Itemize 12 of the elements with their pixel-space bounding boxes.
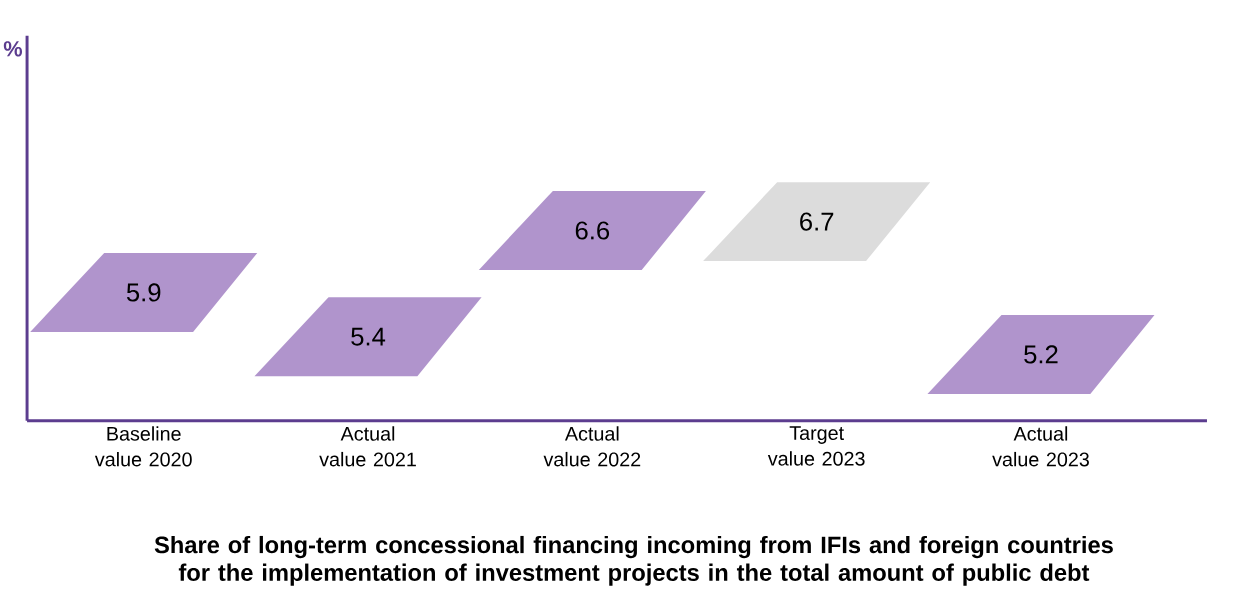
- category-label: Target value 2023: [767, 426, 865, 466]
- data-label: 6.7: [800, 212, 834, 231]
- category-label: Baseline value 2020: [94, 426, 192, 467]
- category-label: Actual value 2023: [992, 426, 1089, 467]
- category-label: Actual value 2022: [543, 426, 641, 467]
- text: Share of long-term concessional financing incoming from IFIs and foreign countries for the implementation of investment projects in the total amount of public debt: [154, 535, 1113, 586]
- text: %: [3, 41, 23, 57]
- data-label: 5.4: [351, 327, 386, 346]
- data-label: 6.6: [575, 221, 610, 240]
- category-label: Actual value 2021: [319, 426, 416, 467]
- data-label: 5.2: [1024, 345, 1058, 364]
- data-label: 5.9: [126, 283, 161, 302]
